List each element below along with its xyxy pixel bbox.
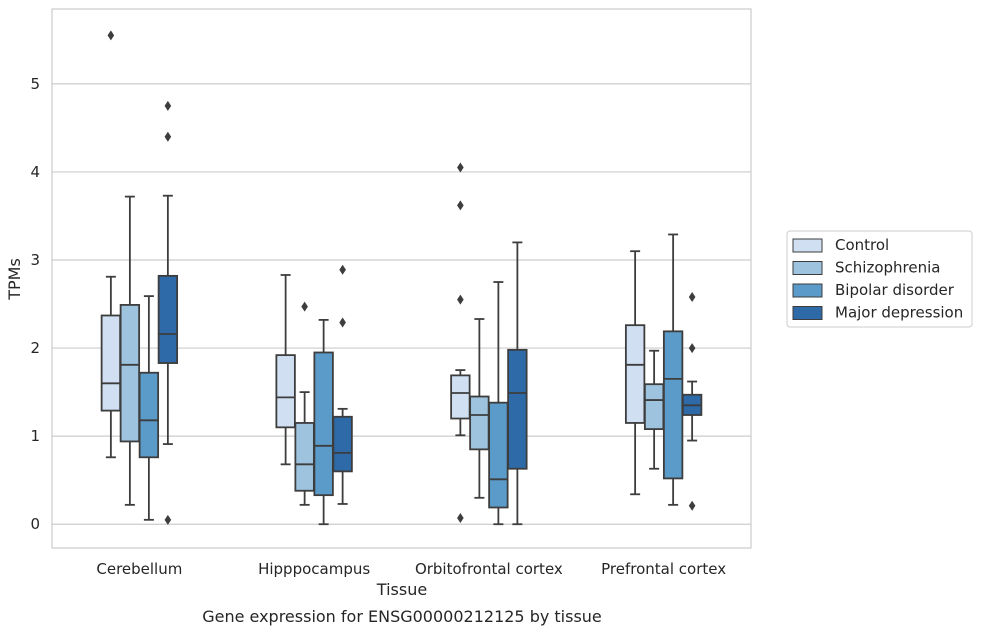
outlier-point: [164, 100, 172, 111]
box-major-depression: [507, 241, 528, 526]
y-tick-label: 0: [30, 515, 40, 533]
box-control: [275, 274, 296, 466]
outlier-point: [457, 162, 464, 173]
box-iqr: [450, 374, 471, 420]
box-control: [624, 250, 646, 496]
box-major-depression: [332, 264, 353, 505]
y-tick-label: 3: [30, 251, 40, 269]
x-axis-label: Tissue: [376, 580, 427, 599]
legend-label: Control: [835, 236, 889, 254]
legend-label: Bipolar disorder: [835, 281, 955, 299]
box-iqr: [157, 274, 179, 364]
box-iqr: [469, 395, 490, 451]
legend-swatch: [792, 261, 823, 275]
outlier-point: [107, 30, 115, 41]
legend-swatch: [792, 238, 823, 253]
outlier-point: [688, 500, 696, 511]
box-bipolar-disorder: [138, 295, 160, 521]
box-iqr: [100, 314, 122, 412]
box-schizophrenia: [119, 195, 141, 506]
box-major-depression: [157, 100, 179, 525]
box-iqr: [294, 422, 315, 492]
box-iqr: [662, 330, 684, 480]
outlier-point: [339, 317, 346, 328]
box-bipolar-disorder: [488, 281, 509, 526]
box-control: [100, 30, 122, 459]
box-iqr: [507, 348, 528, 470]
outlier-point: [301, 301, 308, 312]
box-iqr: [275, 354, 296, 429]
box-schizophrenia: [294, 301, 315, 506]
box-iqr: [488, 401, 509, 509]
y-axis-label: TPMs: [5, 258, 24, 301]
x-tick-label: Hipppocampus: [258, 560, 370, 578]
outlier-point: [339, 264, 346, 275]
outlier-point: [164, 514, 172, 525]
box-iqr: [643, 383, 665, 431]
x-axis-ticks: Cerebellum Hipppocampus Orbitofrontal cort…: [96, 560, 726, 578]
box-bipolar-disorder: [662, 233, 684, 506]
y-tick-label: 1: [30, 427, 40, 445]
box-bipolar-disorder: [313, 318, 334, 526]
chart-caption: Gene expression for ENSG00000212125 by t…: [202, 607, 602, 626]
outlier-point: [688, 343, 696, 354]
y-tick-label: 4: [30, 163, 40, 181]
box-iqr: [313, 351, 334, 497]
box-schizophrenia: [643, 349, 665, 470]
box-iqr: [332, 415, 353, 473]
box-major-depression: [681, 291, 703, 511]
outlier-point: [457, 513, 464, 524]
legend: Control Schizophrenia Bipolar disorder Majo…: [786, 230, 973, 328]
legend-label: Schizophrenia: [835, 259, 940, 277]
x-tick-label: Orbitofrontal cortex: [415, 560, 563, 578]
outlier-point: [457, 294, 464, 305]
box-control: [450, 162, 471, 524]
box-iqr: [624, 324, 646, 424]
y-axis-ticks: 0 1 2 3 4 5: [30, 75, 40, 533]
outlier-point: [688, 291, 696, 302]
y-tick-label: 2: [30, 339, 40, 357]
x-tick-label: Prefrontal cortex: [601, 560, 726, 578]
box-layer: [100, 30, 703, 526]
outlier-point: [164, 131, 172, 142]
box-iqr: [138, 371, 160, 459]
legend-label: Major depression: [835, 304, 963, 322]
y-tick-label: 5: [30, 75, 40, 93]
box-schizophrenia: [469, 318, 490, 499]
legend-swatch: [792, 306, 823, 320]
plot-area-frame: [51, 8, 752, 549]
x-tick-label: Cerebellum: [96, 560, 182, 578]
legend-frame: [786, 230, 973, 328]
outlier-point: [457, 200, 464, 211]
box-iqr: [119, 304, 141, 443]
legend-swatch: [792, 283, 823, 298]
